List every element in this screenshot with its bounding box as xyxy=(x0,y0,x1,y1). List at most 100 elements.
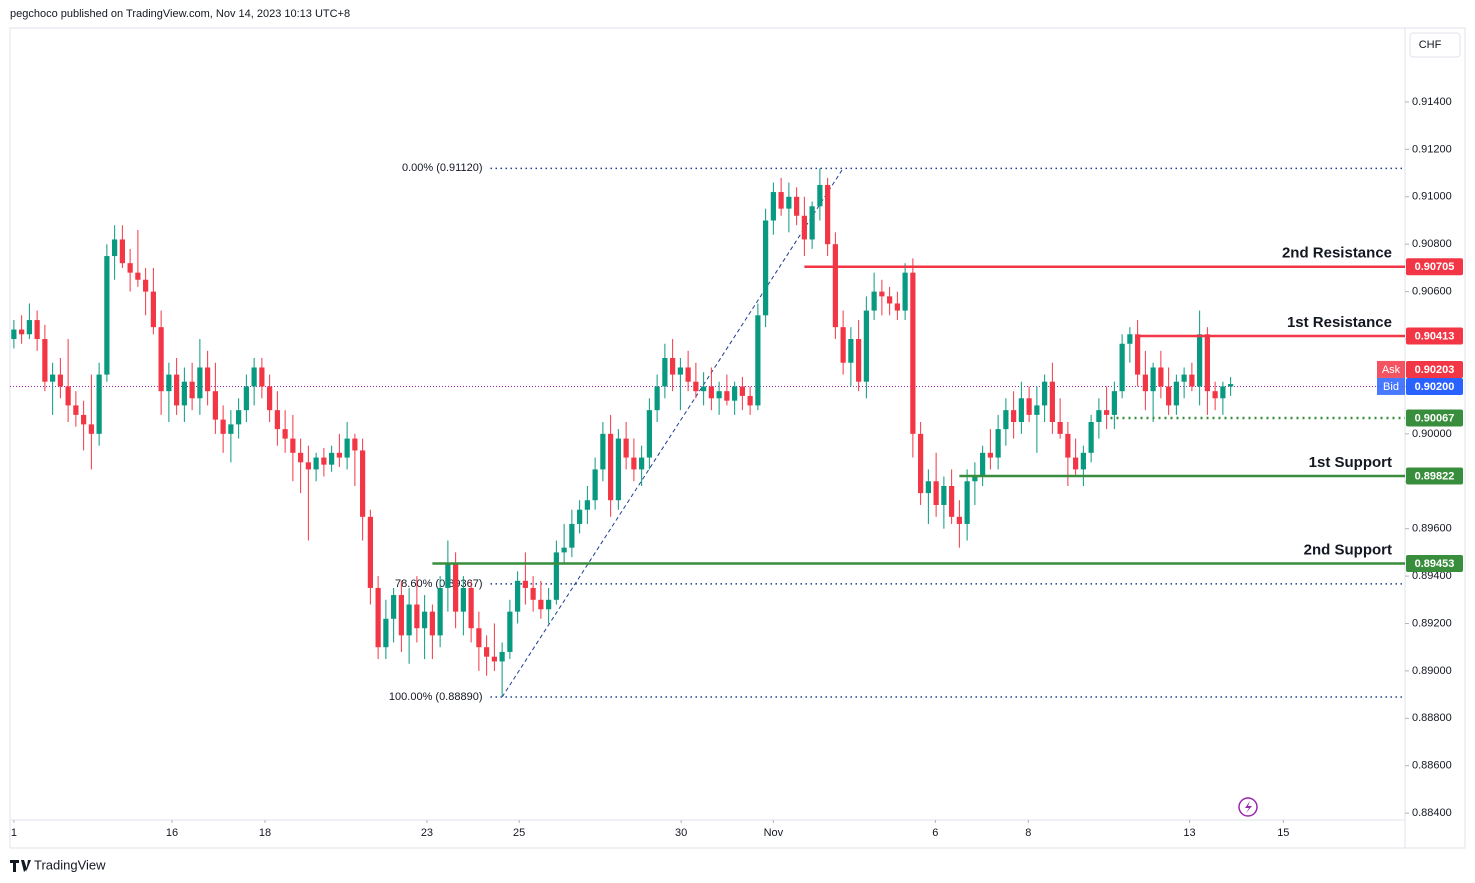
candle-body xyxy=(522,580,528,588)
candle-body xyxy=(104,256,110,375)
candle-body xyxy=(1042,381,1048,406)
candle-body xyxy=(189,381,195,399)
level-badge xyxy=(1406,555,1463,573)
candle-body xyxy=(26,320,32,335)
candle-body xyxy=(220,419,226,434)
candle-body xyxy=(212,391,218,420)
candle-body xyxy=(19,329,25,335)
candle-body xyxy=(1212,391,1218,399)
candle-body xyxy=(1096,410,1102,422)
y-tick-label: 0.89600 xyxy=(1412,523,1452,535)
candle-body xyxy=(832,244,838,328)
candle-body xyxy=(259,367,265,387)
candle-body xyxy=(1142,374,1148,392)
candle-body xyxy=(1150,367,1156,392)
candle-body xyxy=(414,604,420,629)
candle-body xyxy=(460,587,466,612)
candle-body xyxy=(119,239,125,264)
level-price: 0.90413 xyxy=(1415,330,1455,342)
candle-body xyxy=(724,391,730,401)
candle-body xyxy=(174,374,180,406)
candle-body xyxy=(197,367,203,399)
candle-body xyxy=(437,587,443,636)
candle-body xyxy=(507,611,513,652)
candle-body xyxy=(1111,391,1117,415)
candle-body xyxy=(623,438,629,458)
candle-body xyxy=(65,386,71,406)
candle-body xyxy=(577,509,583,524)
x-tick-label: 23 xyxy=(421,827,433,839)
candle-body xyxy=(1088,421,1094,453)
candle-body xyxy=(499,651,505,662)
candle-body xyxy=(863,310,869,382)
level-badge xyxy=(1406,258,1463,276)
x-tick-label: 15 xyxy=(1277,827,1289,839)
candle-body xyxy=(375,587,381,648)
y-tick-label: 0.89400 xyxy=(1412,570,1452,582)
candle-body xyxy=(856,339,862,382)
candle-body xyxy=(1034,405,1040,415)
logo xyxy=(10,860,31,872)
fib-trend xyxy=(501,168,844,698)
candle-body xyxy=(34,320,40,340)
candle-body xyxy=(236,410,242,425)
candle-body xyxy=(747,395,753,406)
quote-badge xyxy=(1406,360,1463,378)
candle-body xyxy=(205,367,211,392)
event-icon xyxy=(1245,801,1252,813)
event-icon[interactable] xyxy=(1238,797,1258,817)
currency: CHF xyxy=(1419,39,1442,51)
candle-body xyxy=(181,381,187,406)
level-name: 2nd Support xyxy=(1304,541,1392,558)
candle-body xyxy=(662,357,668,387)
candle-body xyxy=(987,452,993,458)
y-tick-label: 0.88800 xyxy=(1412,712,1452,724)
candle-body xyxy=(267,386,273,411)
candle-body xyxy=(81,414,87,425)
candle-body xyxy=(274,410,280,430)
candle-body xyxy=(96,374,102,434)
y-tick-label: 0.90000 xyxy=(1412,428,1452,440)
candle-body xyxy=(871,291,877,311)
y-tick-label: 0.91000 xyxy=(1412,191,1452,203)
candle-body xyxy=(243,386,249,411)
candle-body xyxy=(809,206,815,240)
candle-body xyxy=(654,386,660,411)
candle-body xyxy=(313,457,319,470)
candle-body xyxy=(290,438,296,453)
candle-body xyxy=(1127,334,1133,344)
candle-body xyxy=(685,367,691,382)
candle-body xyxy=(530,587,536,600)
candle-body xyxy=(708,386,714,399)
y-tick-label: 0.89200 xyxy=(1412,617,1452,629)
quote-name: Ask xyxy=(1382,364,1401,376)
candle-body xyxy=(670,357,676,375)
level-name: 1st Resistance xyxy=(1287,314,1392,331)
candle-body xyxy=(732,386,738,401)
level-price: 0.89453 xyxy=(1415,558,1455,570)
fib-label: 100.00% (0.88890) xyxy=(389,691,483,703)
candle-body xyxy=(848,339,854,363)
candle-body xyxy=(918,433,924,494)
candle-body xyxy=(941,486,947,505)
candle-body xyxy=(646,410,652,458)
quote-tag xyxy=(1377,377,1405,395)
candle-body xyxy=(902,272,908,311)
level-badge xyxy=(1406,327,1463,345)
candle-body xyxy=(1158,367,1164,387)
candle-body xyxy=(925,481,931,494)
candle-body xyxy=(445,564,451,588)
candle-body xyxy=(1119,343,1125,392)
candle-body xyxy=(677,367,683,375)
quote-price: 0.90203 xyxy=(1415,364,1455,376)
candle-body xyxy=(1104,410,1110,415)
candle-body xyxy=(794,196,800,216)
x-tick-label: 18 xyxy=(259,827,271,839)
level-badge xyxy=(1406,467,1463,485)
candle-body xyxy=(1003,410,1009,430)
candle-body xyxy=(127,263,133,273)
candle-body xyxy=(468,587,474,629)
candle-body xyxy=(336,452,342,458)
candle-body xyxy=(1189,374,1195,387)
candle-body xyxy=(422,611,428,629)
